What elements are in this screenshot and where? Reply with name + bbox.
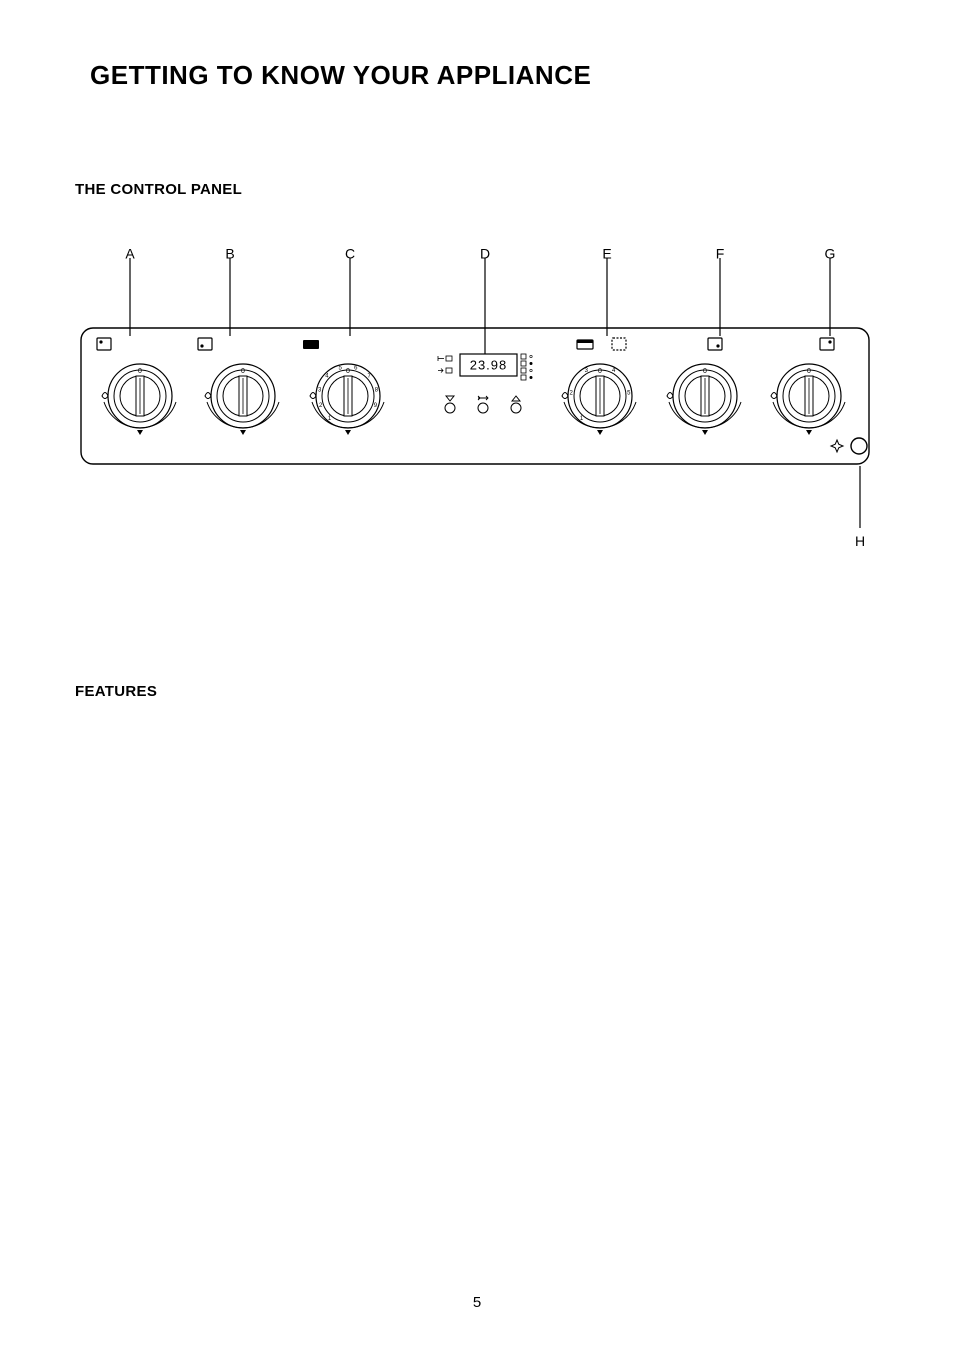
control-panel-heading: THE CONTROL PANEL bbox=[75, 181, 864, 198]
control-panel-diagram: ABCDEFGH0001234567890123450023.98 bbox=[80, 248, 864, 553]
svg-text:0: 0 bbox=[807, 368, 811, 375]
svg-text:0: 0 bbox=[703, 368, 707, 375]
svg-text:8: 8 bbox=[375, 388, 379, 394]
page-number: 5 bbox=[0, 1294, 954, 1311]
svg-text:0: 0 bbox=[241, 368, 245, 375]
svg-text:3: 3 bbox=[318, 388, 322, 394]
svg-text:0: 0 bbox=[138, 368, 142, 375]
svg-text:2: 2 bbox=[319, 403, 323, 409]
svg-text:0: 0 bbox=[598, 368, 602, 375]
svg-text:4: 4 bbox=[612, 368, 616, 374]
svg-text:1: 1 bbox=[328, 416, 332, 422]
svg-text:1: 1 bbox=[580, 416, 584, 422]
svg-text:23.98: 23.98 bbox=[470, 357, 508, 372]
svg-text:7: 7 bbox=[367, 374, 371, 380]
svg-text:5: 5 bbox=[627, 391, 631, 397]
features-heading: FEATURES bbox=[75, 683, 864, 700]
page-title: GETTING TO KNOW YOUR APPLIANCE bbox=[90, 60, 864, 91]
svg-text:2: 2 bbox=[569, 391, 573, 397]
svg-text:6: 6 bbox=[354, 366, 358, 372]
svg-text:0: 0 bbox=[346, 368, 350, 375]
svg-text:H: H bbox=[855, 533, 865, 548]
